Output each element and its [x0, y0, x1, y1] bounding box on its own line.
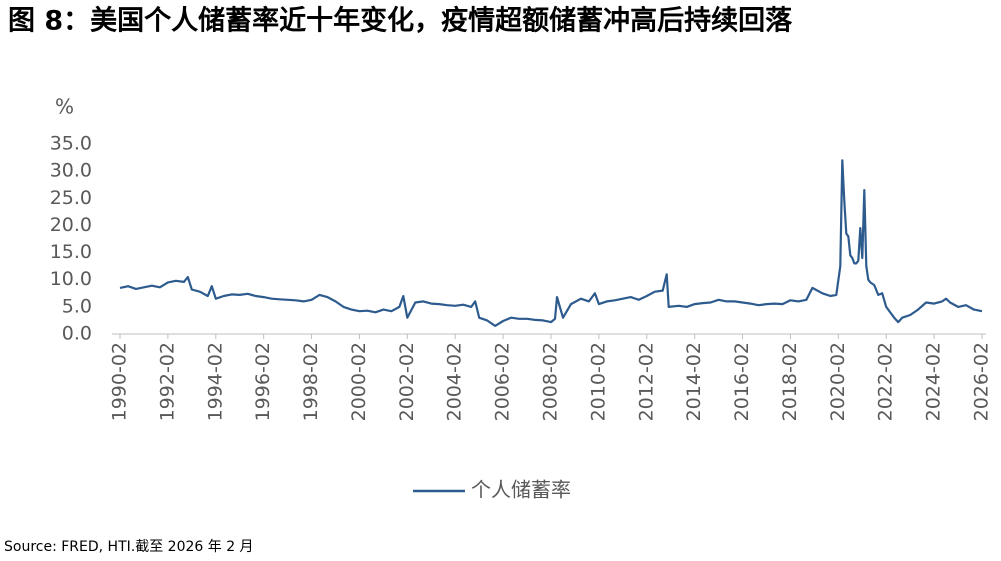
- y-tick-label: 15.0: [50, 241, 92, 263]
- x-tick-label: 2012-02: [635, 342, 657, 421]
- x-tick-label: 2016-02: [731, 342, 753, 421]
- y-tick-label: 0.0: [62, 323, 92, 345]
- x-tick-label: 2026-02: [971, 342, 993, 421]
- y-tick-label: 5.0: [62, 295, 92, 317]
- chart-title: 图 8：美国个人储蓄率近十年变化，疫情超额储蓄冲高后持续回落: [8, 5, 793, 37]
- x-tick-label: 2014-02: [683, 342, 705, 421]
- x-tick-label: 1994-02: [204, 342, 226, 421]
- x-tick-label: 2000-02: [348, 342, 370, 421]
- y-axis-label: %: [55, 95, 74, 119]
- x-tick-label: 2002-02: [396, 342, 418, 421]
- x-tick-label: 1998-02: [300, 342, 322, 421]
- legend-label: 个人储蓄率: [471, 478, 571, 502]
- y-tick-label: 10.0: [50, 268, 92, 290]
- y-tick-label: 35.0: [50, 133, 92, 155]
- x-tick-label: 1992-02: [156, 342, 178, 421]
- y-tick-label: 30.0: [50, 160, 92, 182]
- x-tick-label: 2018-02: [779, 342, 801, 421]
- x-tick-label: 2010-02: [587, 342, 609, 421]
- x-tick-label: 2004-02: [444, 342, 466, 421]
- y-tick-label: 25.0: [50, 187, 92, 209]
- data-line: [119, 159, 983, 327]
- x-tick-label: 2008-02: [540, 342, 562, 421]
- x-tick-label: 2022-02: [875, 342, 897, 421]
- y-tick-label: 20.0: [50, 214, 92, 236]
- source-note: Source: FRED, HTI.截至 2026 年 2 月: [4, 539, 254, 555]
- x-tick-label: 2020-02: [827, 342, 849, 421]
- x-tick-label: 1990-02: [109, 342, 131, 421]
- x-tick-label: 2024-02: [923, 342, 945, 421]
- x-tick-label: 2006-02: [492, 342, 514, 421]
- x-tick-label: 1996-02: [252, 342, 274, 421]
